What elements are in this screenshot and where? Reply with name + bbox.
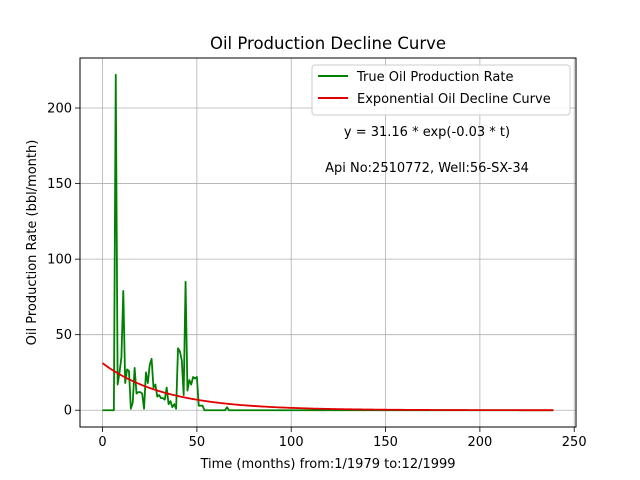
- y-tick-label: 100: [47, 253, 72, 268]
- legend-label-exponential-decline: Exponential Oil Decline Curve: [357, 92, 551, 107]
- series-line-exponential-decline: [102, 362, 554, 412]
- legend-box: [311, 64, 571, 116]
- x-tick-label: 200: [467, 435, 492, 450]
- y-tick-label: 0: [64, 404, 72, 419]
- x-tick-label: 50: [189, 435, 206, 450]
- x-tick-label: 250: [562, 435, 587, 450]
- y-axis-label: Oil Production Rate (bbl/month): [25, 140, 40, 346]
- y-axis-ticks: 0 50 100 150 200: [47, 102, 80, 419]
- chart-title: Oil Production Decline Curve: [210, 34, 446, 53]
- plot-area-frame: [79, 57, 577, 428]
- equation-annotation: y = 31.16 * exp(-0.03 * t): [344, 125, 510, 140]
- legend: True Oil Production Rate Exponential Oil…: [311, 64, 571, 116]
- series-lines: [102, 73, 554, 412]
- y-tick-label: 50: [55, 328, 72, 343]
- series-line-true-production: [102, 73, 554, 412]
- x-axis-ticks: 0 50 100 150 200 250: [98, 427, 587, 450]
- x-axis-label: Time (months) from:1/1979 to:12/1999: [199, 457, 455, 472]
- y-tick-label: 200: [47, 102, 72, 117]
- x-tick-label: 0: [98, 435, 106, 450]
- well-info-annotation: Api No:2510772, Well:56-SX-34: [325, 161, 529, 176]
- x-tick-label: 150: [373, 435, 398, 450]
- x-tick-label: 100: [279, 435, 304, 450]
- legend-label-true-production: True Oil Production Rate: [356, 70, 513, 85]
- y-tick-label: 150: [47, 177, 72, 192]
